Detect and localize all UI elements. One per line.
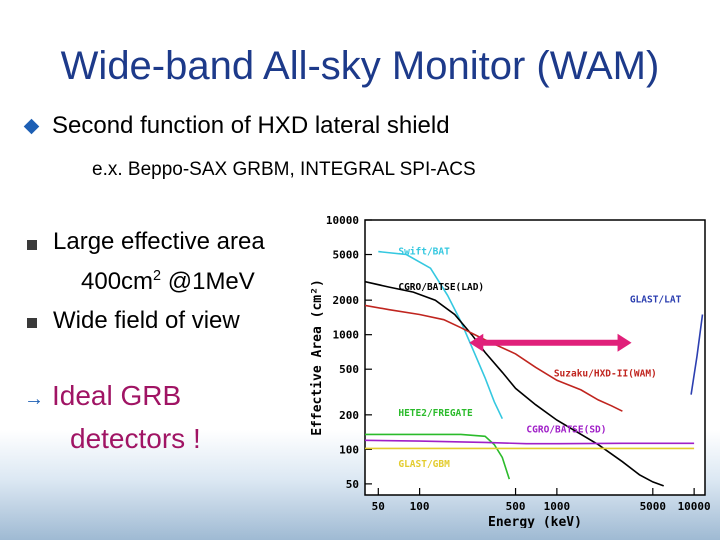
y-tick-label: 50 [346, 478, 359, 491]
plot-frame [364, 219, 706, 496]
series-label-cgro-batse-lad: CGRO/BATSE(LAD) [398, 282, 484, 293]
area-value-line: 400cm2 @1MeV [81, 268, 255, 296]
y-tick-label: 500 [339, 363, 359, 376]
x-tick-label: 100 [410, 500, 430, 513]
bullet-second-function: Second function of HXD lateral shield [52, 112, 450, 139]
series-label-hete2-fregate: HETE2/FREGATE [398, 408, 473, 419]
example-line: e.x. Beppo-SAX GRBM, INTEGRAL SPI-ACS [92, 159, 476, 180]
bullet-wide-field: Wide field of view [53, 307, 240, 334]
slide-title: Wide-band All-sky Monitor (WAM) [60, 44, 660, 88]
x-axis-label: Energy (keV) [488, 515, 582, 528]
square-bullet-icon [27, 318, 37, 328]
y-tick-label: 10000 [326, 214, 359, 227]
series-line-cgro-batse-lad [365, 280, 664, 487]
area-exponent: 2 [153, 268, 162, 284]
square-bullet-icon [27, 240, 37, 250]
series-label-swift-bat: Swift/BAT [398, 247, 450, 258]
series-label-glast-gbm: GLAST/GBM [398, 459, 450, 470]
y-axis-label: Effective Area (cm²) [310, 279, 325, 436]
x-tick-label: 5000 [640, 500, 667, 513]
y-tick-label: 200 [339, 409, 359, 422]
area-energy: @1MeV [161, 268, 255, 295]
diamond-bullet-icon [23, 118, 40, 135]
x-tick-label: 10000 [678, 500, 711, 513]
series-line-hete2-fregate [365, 433, 511, 480]
series-label-cgro-batse-sd: CGRO/BATSE(SD) [526, 425, 606, 436]
series-label-suzaku-hxd-ii-wam: Suzaku/HXD-II(WAM) [554, 369, 657, 380]
x-tick-label: 500 [506, 500, 526, 513]
effective-area-chart: 50 100 200 500 1000 2000 5000 10000 50 100 500 1000… [310, 214, 711, 528]
range-arrowhead-right [617, 333, 632, 352]
series-line-cgro-batse-sd [365, 439, 695, 445]
conclusion-line-2: detectors ! [70, 423, 201, 454]
y-tick-label: 5000 [333, 249, 360, 262]
series-line-glast-lat [690, 314, 704, 395]
area-value: 400cm [81, 268, 154, 295]
series-line-suzaku-hxd-ii-wam [365, 304, 623, 412]
y-tick-label: 2000 [333, 294, 360, 307]
x-tick-label: 50 [372, 500, 385, 513]
range-arrowhead-left [469, 333, 484, 352]
conclusion-line-1: Ideal GRB [52, 380, 182, 411]
series-label-glast-lat: GLAST/LAT [630, 295, 682, 306]
y-tick-label: 1000 [333, 329, 360, 342]
bullet-large-area: Large effective area [53, 228, 265, 255]
right-arrow-icon: → [24, 388, 44, 410]
y-tick-label: 100 [339, 443, 359, 456]
x-tick-label: 1000 [544, 500, 571, 513]
